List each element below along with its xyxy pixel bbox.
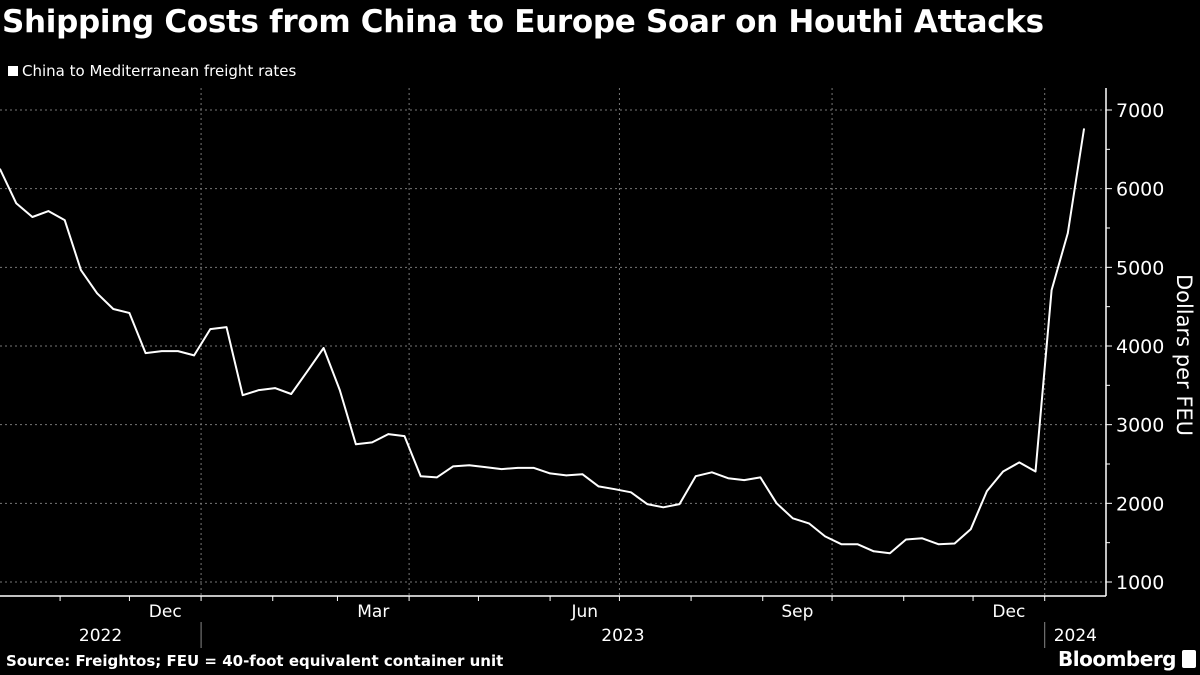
legend-label: China to Mediterranean freight rates [22, 62, 297, 80]
data-point [387, 433, 390, 435]
data-point [516, 467, 519, 469]
data-point [500, 468, 503, 470]
y-tick-label: 2000 [1116, 493, 1164, 515]
data-point [96, 292, 98, 295]
y-tick-label: 4000 [1116, 336, 1164, 358]
data-point [662, 506, 665, 509]
x-month-label: Dec [149, 602, 182, 622]
x-month-label: Jun [570, 602, 598, 622]
data-point [258, 389, 260, 391]
x-year-label: 2024 [1054, 626, 1097, 646]
data-point [678, 503, 681, 505]
data-point [889, 552, 891, 555]
data-point [436, 476, 438, 479]
data-point [355, 443, 357, 446]
data-point [80, 269, 82, 271]
data-point [15, 202, 17, 205]
data-point [614, 488, 616, 490]
y-tick-label: 6000 [1116, 179, 1164, 201]
data-point [824, 535, 826, 538]
data-point [743, 479, 746, 481]
data-point [630, 491, 632, 494]
bloomberg-logo: Bloomberg [1058, 647, 1196, 671]
data-point [775, 502, 778, 505]
data-point [193, 354, 195, 357]
data-point [791, 517, 794, 520]
data-point [306, 370, 309, 372]
data-point [290, 393, 293, 395]
data-point [808, 522, 810, 525]
data-point [597, 485, 600, 488]
data-point [0, 168, 1, 170]
data-point [484, 466, 487, 468]
data-point [694, 475, 697, 477]
data-point [581, 473, 584, 476]
data-point [759, 476, 762, 479]
data-point [338, 389, 341, 391]
data-point [31, 216, 34, 218]
data-point [921, 537, 924, 540]
data-point [419, 475, 422, 477]
data-point [452, 465, 454, 468]
data-point [112, 308, 115, 310]
x-month-label: Mar [357, 602, 389, 622]
data-point [937, 543, 940, 546]
data-point [986, 490, 988, 492]
data-point [646, 503, 648, 505]
x-year-label: 2023 [601, 626, 644, 646]
data-point [953, 542, 956, 545]
data-point [905, 538, 907, 541]
data-point [533, 467, 535, 469]
data-point [144, 352, 147, 354]
legend: China to Mediterranean freight rates [8, 62, 296, 80]
x-year-label: 2022 [79, 626, 122, 646]
data-point [856, 543, 859, 546]
y-axis-title: Dollars per FEU [1172, 274, 1196, 436]
y-tick-label: 7000 [1116, 100, 1164, 122]
data-point [1067, 232, 1069, 234]
data-point [63, 219, 66, 221]
brand-name: Bloomberg [1058, 647, 1176, 671]
data-point [160, 350, 163, 352]
data-point [727, 477, 729, 479]
source-note: Source: Freightos; FEU = 40-foot equival… [6, 652, 504, 670]
data-point [1018, 461, 1021, 464]
data-point [274, 387, 276, 389]
legend-swatch [8, 66, 18, 76]
x-month-label: Dec [992, 602, 1025, 622]
data-point [872, 550, 875, 553]
data-point [565, 474, 568, 477]
data-point [840, 543, 843, 546]
data-point [241, 394, 244, 396]
data-point [1083, 128, 1085, 130]
data-point [177, 350, 179, 352]
data-point [371, 441, 373, 444]
data-point [549, 472, 551, 475]
data-point [225, 326, 228, 328]
data-point [468, 464, 470, 466]
data-point [322, 347, 325, 349]
data-point [1034, 470, 1037, 473]
data-point [128, 312, 131, 314]
series-line-china-mediterranean [0, 128, 1085, 555]
bloomberg-terminal-icon [1182, 650, 1196, 668]
x-month-label: Sep [781, 602, 813, 622]
data-point [711, 471, 713, 474]
y-tick-label: 5000 [1116, 257, 1164, 279]
data-point [209, 328, 212, 330]
y-tick-label: 3000 [1116, 415, 1164, 437]
data-point [1050, 289, 1053, 291]
data-point [969, 528, 972, 531]
data-point [1002, 470, 1004, 473]
data-point [47, 210, 50, 212]
y-tick-label: 1000 [1116, 572, 1164, 594]
chart-title: Shipping Costs from China to Europe Soar… [2, 4, 1044, 40]
data-point [403, 435, 406, 437]
